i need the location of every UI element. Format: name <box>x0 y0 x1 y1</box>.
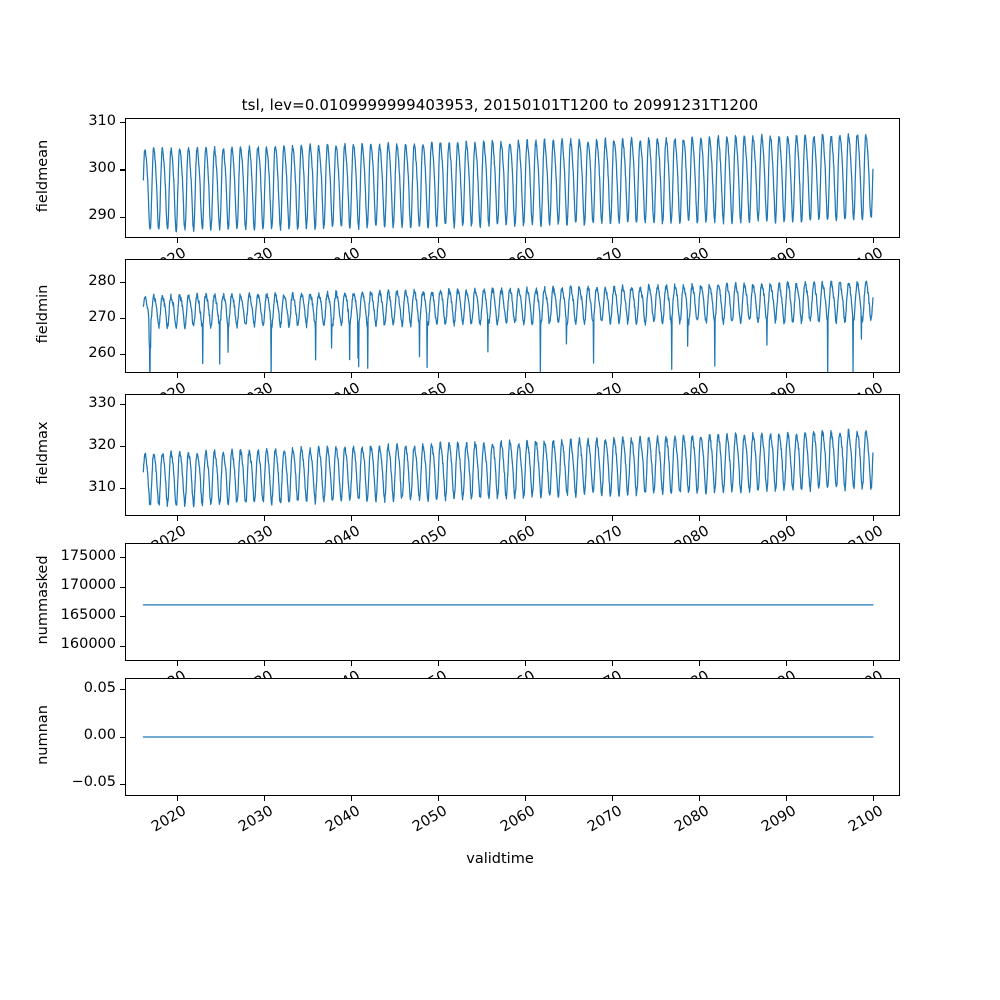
y-tick-label: 0.00 <box>83 727 116 743</box>
y-tick-label: 260 <box>88 344 116 361</box>
x-tick-mark <box>786 661 788 666</box>
x-tick-mark <box>873 373 875 378</box>
y-tick-mark <box>120 354 125 356</box>
x-tick-mark <box>612 373 614 378</box>
x-tick-mark <box>350 373 352 378</box>
x-tick-mark <box>176 796 178 801</box>
x-tick-mark <box>699 516 701 521</box>
x-tick-label: 2020 <box>149 803 190 836</box>
plot-panel-nummasked <box>125 543 900 661</box>
x-tick-mark <box>263 238 265 243</box>
x-tick-mark <box>873 661 875 666</box>
y-tick-label: 330 <box>88 394 116 411</box>
x-tick-mark <box>437 796 440 801</box>
x-tick-label: 2070 <box>584 803 625 836</box>
x-tick-mark <box>176 516 178 521</box>
y-tick-mark <box>120 404 125 406</box>
x-tick-mark <box>612 661 614 666</box>
plot-panel-fieldmax <box>125 394 900 516</box>
x-tick-mark <box>699 373 701 378</box>
x-tick-mark <box>612 796 614 801</box>
y-tick-label: 280 <box>88 272 116 289</box>
y-tick-mark <box>120 645 125 647</box>
x-tick-mark <box>699 796 701 801</box>
y-tick-mark <box>120 122 125 124</box>
x-tick-mark <box>437 238 440 243</box>
x-tick-mark <box>612 238 614 243</box>
x-tick-mark <box>873 516 875 521</box>
x-tick-label: 2060 <box>497 803 538 836</box>
data-line-fieldmax <box>126 395 899 515</box>
y-tick-mark <box>120 586 125 588</box>
x-tick-mark <box>525 516 527 521</box>
x-tick-label: 2090 <box>758 803 799 836</box>
x-tick-mark <box>873 796 875 801</box>
y-tick-label: −0.05 <box>71 774 116 791</box>
x-tick-mark <box>263 373 265 378</box>
x-tick-label: 2100 <box>845 803 886 836</box>
y-tick-mark <box>120 282 125 284</box>
x-axis-label: validtime <box>466 851 534 867</box>
y-tick-mark <box>120 216 125 218</box>
y-tick-mark <box>120 783 125 785</box>
y-tick-label: 290 <box>88 207 116 224</box>
x-tick-mark <box>786 516 788 521</box>
y-tick-label: 170000 <box>60 577 116 594</box>
plot-panel-fieldmin <box>125 259 900 373</box>
y-tick-label: 0.05 <box>83 679 116 696</box>
y-tick-mark <box>120 557 125 559</box>
y-tick-label: 320 <box>88 436 116 453</box>
x-tick-mark <box>699 238 701 243</box>
data-line-numnan <box>126 679 899 795</box>
plot-panel-fieldmean <box>125 118 900 238</box>
y-tick-label: 270 <box>88 308 116 325</box>
x-tick-mark <box>612 516 614 521</box>
x-tick-mark <box>699 661 701 666</box>
x-tick-mark <box>263 796 265 801</box>
x-tick-mark <box>525 796 527 801</box>
y-tick-mark <box>120 616 125 618</box>
x-tick-mark <box>350 661 352 666</box>
data-line-fieldmean <box>126 119 899 237</box>
x-tick-mark <box>873 238 875 243</box>
y-tick-mark <box>120 318 125 320</box>
data-line-nummasked <box>126 544 899 660</box>
data-line-fieldmin <box>126 260 899 372</box>
x-tick-mark <box>437 516 440 521</box>
x-tick-label: 2040 <box>323 803 364 836</box>
x-tick-mark <box>350 516 352 521</box>
y-tick-mark <box>120 169 125 171</box>
x-tick-mark <box>525 238 527 243</box>
x-tick-mark <box>525 373 527 378</box>
x-tick-label: 2030 <box>236 803 277 836</box>
x-tick-mark <box>525 661 527 666</box>
x-tick-label: 2080 <box>671 803 712 836</box>
x-tick-mark <box>786 238 788 243</box>
x-tick-mark <box>437 373 440 378</box>
x-tick-mark <box>263 661 265 666</box>
x-tick-mark <box>176 661 178 666</box>
x-tick-mark <box>350 796 352 801</box>
x-tick-mark <box>263 516 265 521</box>
figure-title: tsl, lev=0.0109999999403953, 20150101T12… <box>241 96 759 114</box>
y-tick-label: 310 <box>88 478 116 495</box>
x-tick-mark <box>176 238 178 243</box>
y-tick-mark <box>120 488 125 490</box>
y-tick-mark <box>120 689 125 691</box>
x-tick-mark <box>437 661 440 666</box>
x-tick-mark <box>786 373 788 378</box>
x-tick-mark <box>176 373 178 378</box>
y-tick-label: 310 <box>88 112 116 129</box>
x-tick-mark <box>350 238 352 243</box>
x-tick-label: 2050 <box>410 803 451 836</box>
x-tick-mark <box>786 796 788 801</box>
y-tick-label: 160000 <box>60 636 116 653</box>
y-tick-mark <box>120 736 125 738</box>
y-tick-label: 175000 <box>60 547 116 564</box>
plot-panel-numnan <box>125 678 900 796</box>
y-tick-mark <box>120 446 125 448</box>
y-tick-label: 165000 <box>60 606 116 623</box>
y-tick-label: 300 <box>88 159 116 176</box>
